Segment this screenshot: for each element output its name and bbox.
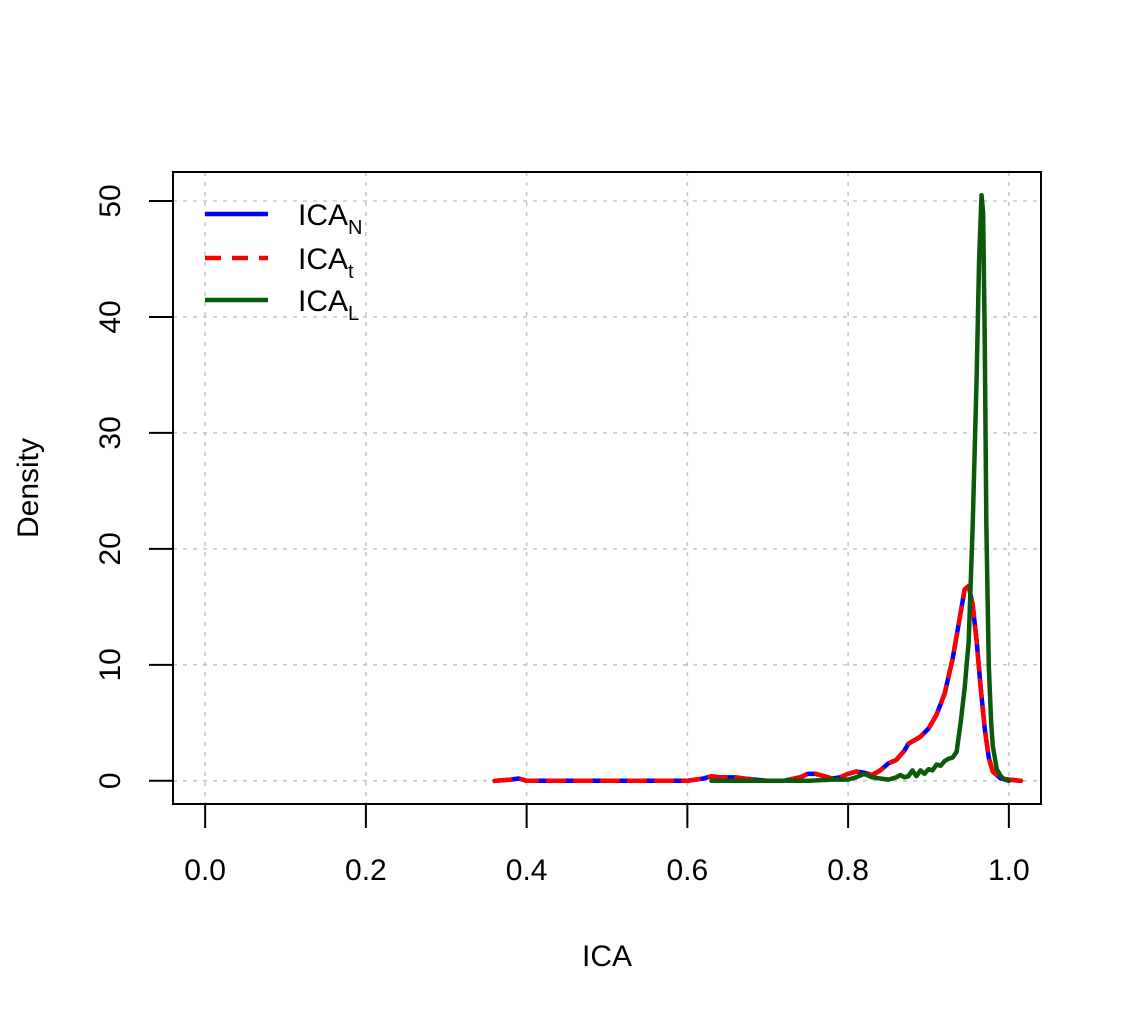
- grid: [173, 172, 1041, 804]
- x-tick-label: 0.0: [184, 854, 226, 887]
- x-tick-label: 1.0: [988, 854, 1030, 887]
- legend-label-base: ICA: [298, 243, 348, 276]
- x-tick-label: 0.4: [506, 854, 548, 887]
- y-tick-label: 50: [94, 184, 127, 217]
- legend-label-L: ICAL: [298, 285, 359, 325]
- x-axis-title: ICA: [582, 940, 632, 973]
- legend-label-subscript: N: [348, 217, 362, 239]
- y-tick-label: 20: [94, 532, 127, 565]
- x-tick-label: 0.6: [667, 854, 709, 887]
- legend-label-N: ICAN: [298, 199, 362, 239]
- x-tick-label: 0.8: [827, 854, 869, 887]
- legend-label-t: ICAt: [298, 243, 354, 283]
- x-axis: 0.0 0.2 0.4 0.6 0.8 1.0: [184, 803, 1030, 887]
- y-tick-label: 30: [94, 416, 127, 449]
- y-tick-label: 0: [94, 772, 127, 789]
- legend-label-subscript: L: [348, 303, 359, 325]
- series-line-t: [492, 583, 1024, 784]
- x-tick-label: 0.2: [345, 854, 387, 887]
- y-tick-label: 10: [94, 648, 127, 681]
- y-axis-title: Density: [12, 438, 45, 538]
- legend-label-subscript: t: [348, 261, 354, 283]
- legend-label-base: ICA: [298, 285, 348, 318]
- y-tick-label: 40: [94, 300, 127, 333]
- series-line-L: [709, 192, 1012, 784]
- y-axis: 0 10 20 30 40 50: [94, 184, 174, 789]
- legend-label-base: ICA: [298, 199, 348, 232]
- plot-series: [492, 192, 1024, 784]
